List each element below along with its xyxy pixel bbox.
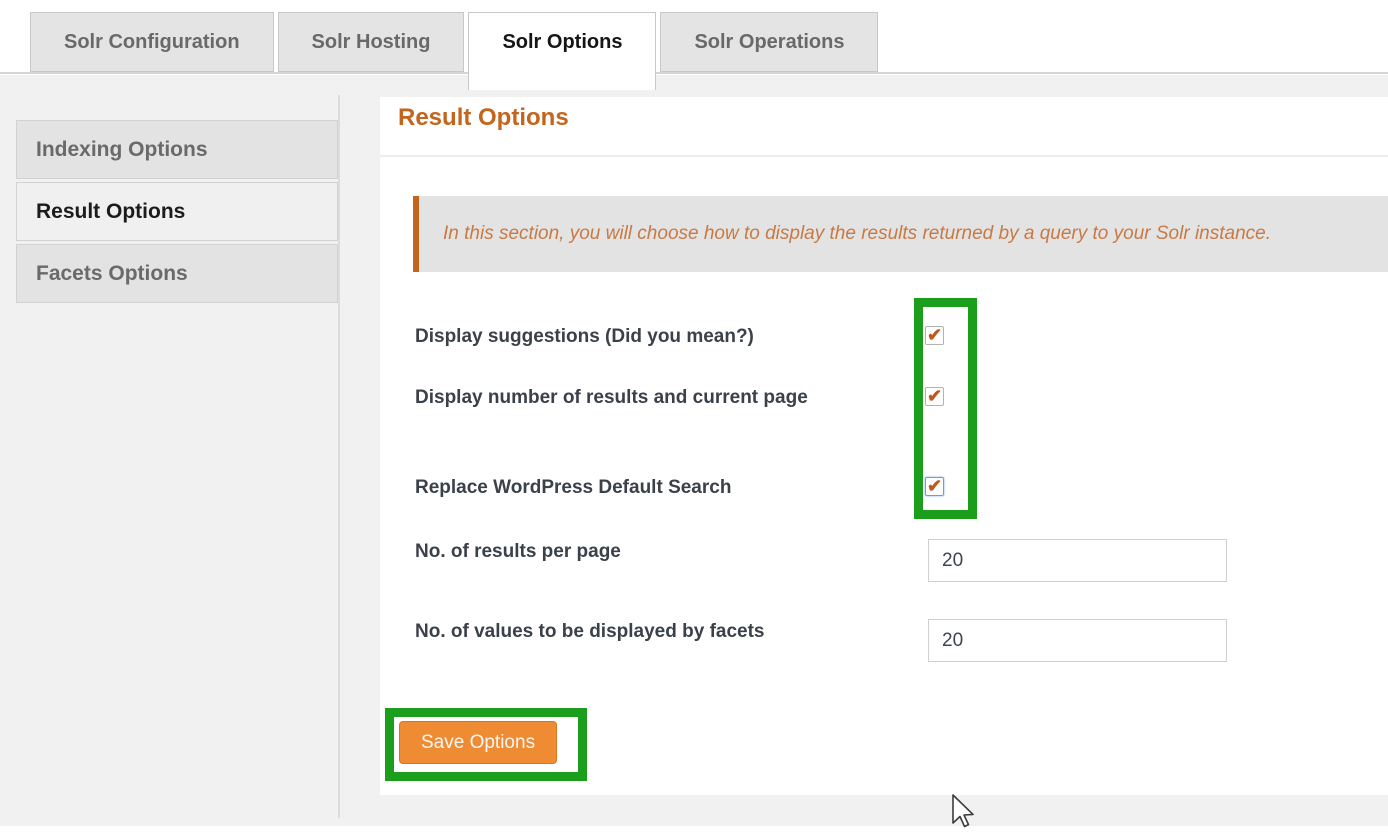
sidebar-divider [338,95,340,818]
tab-solr-operations[interactable]: Solr Operations [660,12,879,72]
values-by-facets-input[interactable] [928,619,1227,662]
sidebar-item-indexing-options[interactable]: Indexing Options [16,120,338,179]
top-tabbar: Solr Configuration Solr Hosting Solr Opt… [30,12,882,90]
tab-solr-options[interactable]: Solr Options [468,12,657,90]
options-sidebar: Indexing Options Result Options Facets O… [16,120,338,306]
checkbox-display-number-results[interactable]: ✔ [925,387,944,406]
label-display-number-results: Display number of results and current pa… [415,387,808,408]
check-icon: ✔ [926,324,943,345]
sidebar-item-result-options[interactable]: Result Options [16,182,338,241]
label-results-per-page: No. of results per page [415,541,621,562]
result-options-panel: Result Options In this section, you will… [380,97,1388,795]
info-banner: In this section, you will choose how to … [413,196,1388,272]
tab-solr-hosting[interactable]: Solr Hosting [277,12,465,72]
tabbar-divider [0,72,1388,74]
check-icon: ✔ [926,475,943,496]
tab-solr-configuration[interactable]: Solr Configuration [30,12,274,72]
checkbox-replace-default-search[interactable]: ✔ [925,477,944,496]
title-divider [380,155,1388,157]
checkbox-display-suggestions[interactable]: ✔ [925,326,944,345]
label-values-by-facets: No. of values to be displayed by facets [415,621,765,642]
results-per-page-input[interactable] [928,539,1227,582]
page-title: Result Options [398,104,569,131]
sidebar-item-facets-options[interactable]: Facets Options [16,244,338,303]
check-icon: ✔ [926,385,943,406]
save-options-button[interactable]: Save Options [399,721,558,764]
annotation-highlight-checkboxes [914,298,977,519]
label-replace-default-search: Replace WordPress Default Search [415,477,732,498]
info-banner-text: In this section, you will choose how to … [443,223,1271,244]
label-display-suggestions: Display suggestions (Did you mean?) [415,326,754,347]
